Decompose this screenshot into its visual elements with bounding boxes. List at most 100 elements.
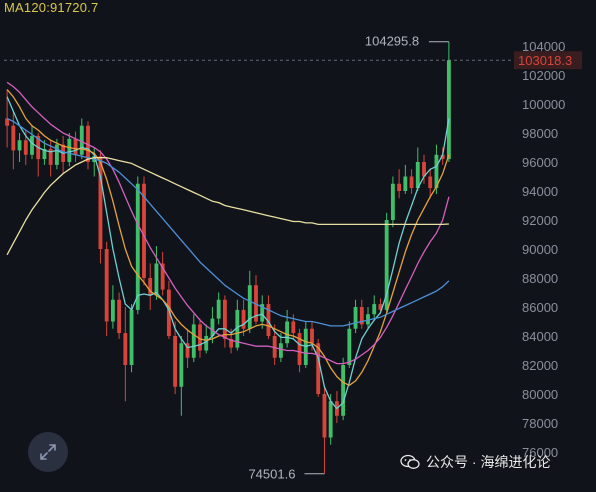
candle-body <box>378 304 383 310</box>
watermark: 公众号 · 海绵进化论 <box>400 452 550 472</box>
candle-body <box>148 278 153 296</box>
candle-body <box>241 309 246 329</box>
y-tick-label: 86000 <box>522 300 558 315</box>
candle-body <box>434 154 439 189</box>
candle-body <box>372 304 377 315</box>
candle-body <box>366 314 370 325</box>
candle-body <box>17 140 22 151</box>
y-tick-label: 92000 <box>522 213 558 228</box>
candle-body <box>142 183 146 278</box>
candle-body <box>154 263 159 296</box>
ma-line-orange <box>6 89 450 386</box>
candle-body <box>5 118 10 126</box>
candle-body <box>247 285 252 329</box>
candle-body <box>297 333 302 365</box>
candle-body <box>322 394 327 438</box>
candle-body <box>86 125 90 162</box>
candle-body <box>428 176 433 189</box>
y-tick-label: 96000 <box>522 155 558 170</box>
candle-body <box>54 144 59 165</box>
candle-body <box>30 135 34 155</box>
candle-body <box>73 138 78 155</box>
high-label: 104295.8 <box>365 34 419 49</box>
y-tick-label: 84000 <box>522 329 558 344</box>
candle-body <box>353 307 358 329</box>
y-tick-label: 80000 <box>522 387 558 402</box>
y-tick-label: 100000 <box>522 97 565 112</box>
ma-line-blue <box>6 117 450 327</box>
candle-body <box>291 321 296 334</box>
candle-body <box>11 125 16 151</box>
candle-body <box>123 333 128 365</box>
candle-body <box>446 60 451 160</box>
candle-body <box>166 289 171 336</box>
candle-body <box>98 156 103 249</box>
y-tick-label: 78000 <box>522 416 558 431</box>
candle-body <box>135 183 140 310</box>
expand-button[interactable] <box>28 432 68 472</box>
candle-body <box>328 401 333 438</box>
candle-body <box>229 338 234 348</box>
candle-body <box>254 285 258 322</box>
candle-body <box>185 343 190 358</box>
ma120-label: MA120:91720.7 <box>4 0 99 15</box>
expand-icon <box>40 444 56 460</box>
candle-body <box>79 125 84 155</box>
candle-body <box>316 343 321 394</box>
last-price-label: 103018.3 <box>518 53 572 68</box>
candle-body <box>173 336 178 387</box>
candle-body <box>179 343 184 387</box>
candle-body <box>390 183 395 220</box>
wechat-icon <box>400 454 420 469</box>
candle-body <box>198 324 202 351</box>
ma-line-magenta <box>6 81 450 365</box>
candle-body <box>204 336 209 351</box>
candle-body <box>415 162 420 189</box>
candle-body <box>403 176 408 191</box>
candle-body <box>210 318 215 336</box>
candle-body <box>303 328 308 365</box>
candle-body <box>440 154 445 160</box>
ma120-line <box>6 157 449 256</box>
candle-body <box>278 343 283 358</box>
candle-body <box>222 299 227 339</box>
y-tick-label: 82000 <box>522 358 558 373</box>
candle-body <box>129 309 134 365</box>
candle-body <box>117 299 122 334</box>
candle-body <box>397 183 402 191</box>
y-tick-label: 76000 <box>522 445 558 460</box>
ma-line-cyan <box>6 96 450 410</box>
candle-body <box>409 176 414 189</box>
candle-body <box>160 263 165 290</box>
y-tick-label: 88000 <box>522 271 558 286</box>
candle-body <box>266 304 271 336</box>
candle-body <box>285 321 290 344</box>
candle-body <box>110 299 115 322</box>
candle-body <box>67 138 72 162</box>
y-tick-label: 98000 <box>522 126 558 141</box>
candle-body <box>23 140 28 155</box>
candle-body <box>359 307 364 325</box>
y-tick-label: 90000 <box>522 242 558 257</box>
low-label: 74501.6 <box>248 467 295 482</box>
candle-body <box>347 328 352 365</box>
candle-body <box>216 299 221 319</box>
candle-body <box>260 304 265 322</box>
y-tick-label: 102000 <box>522 68 565 83</box>
candle-body <box>272 336 277 358</box>
y-tick-label: 94000 <box>522 184 558 199</box>
y-tick-label: 104000 <box>522 39 565 54</box>
watermark-text: 公众号 · 海绵进化论 <box>426 454 551 470</box>
candle-body <box>310 328 314 344</box>
candle-body <box>384 220 389 310</box>
last-price-tag <box>514 51 582 70</box>
candle-body <box>235 309 240 348</box>
candle-body <box>42 148 47 160</box>
candle-body <box>191 324 196 358</box>
candle-body <box>104 249 109 322</box>
candle-body <box>48 148 53 165</box>
candle-body <box>341 365 346 416</box>
candle-body <box>422 162 426 177</box>
